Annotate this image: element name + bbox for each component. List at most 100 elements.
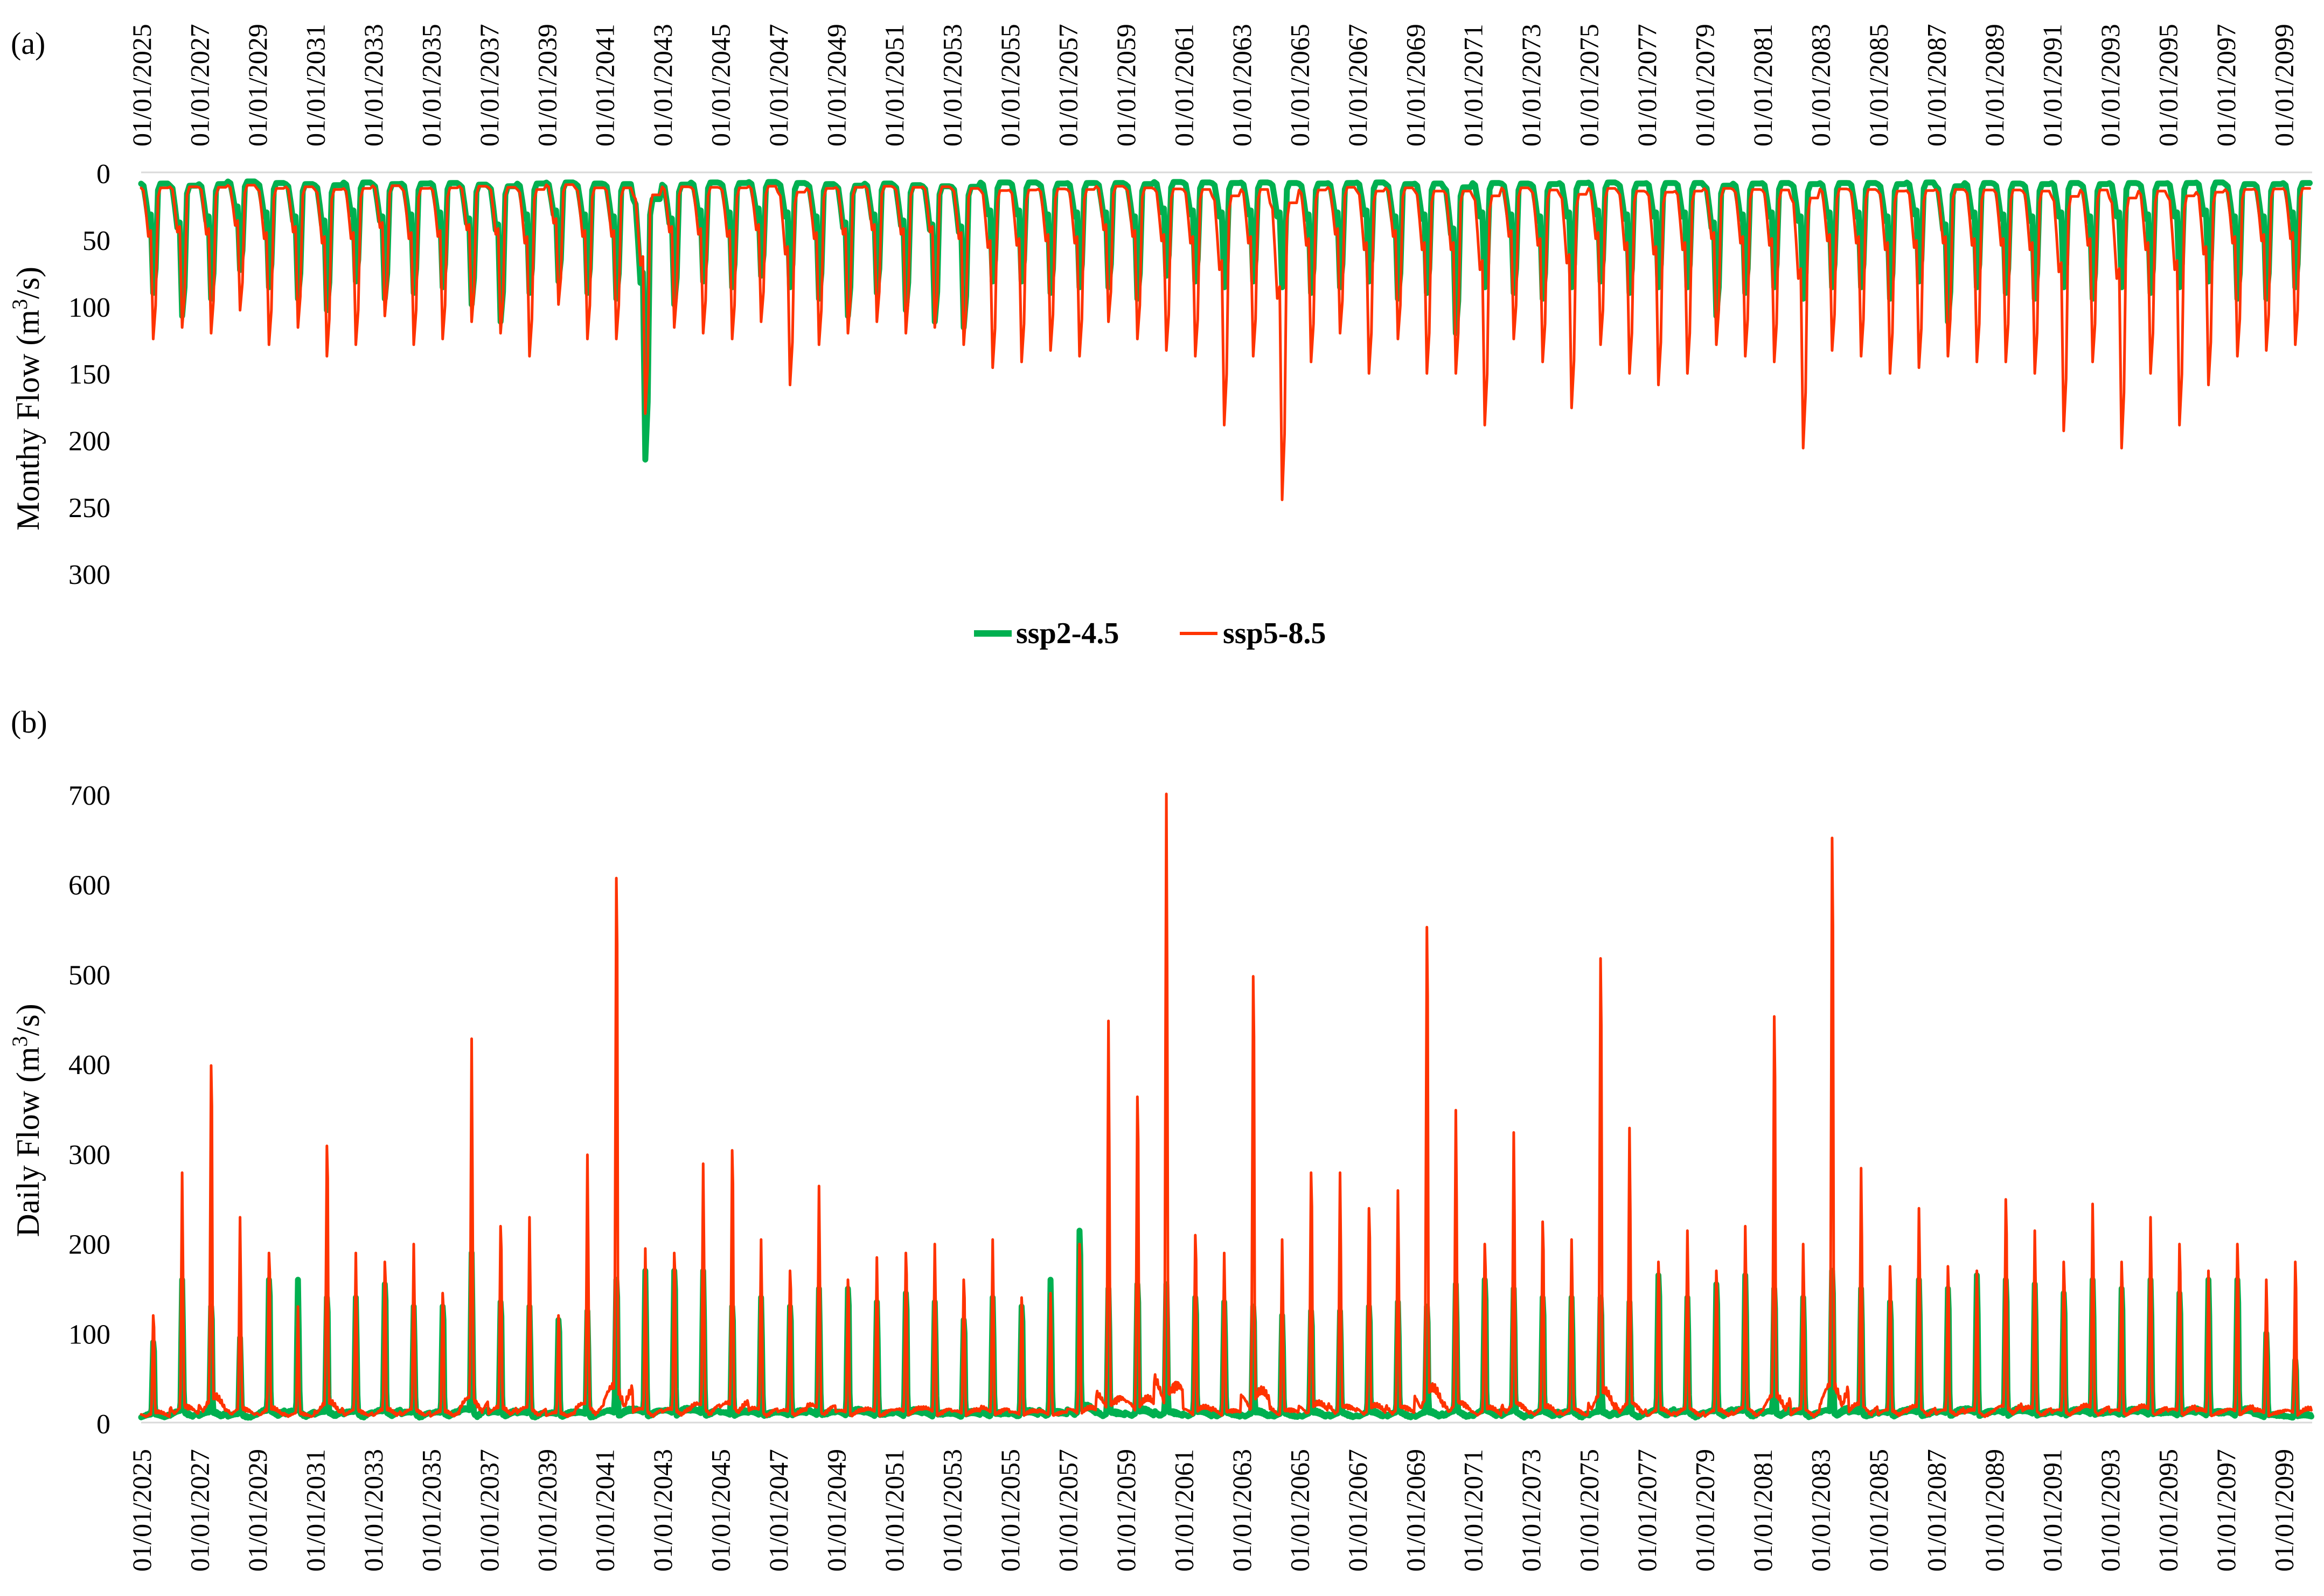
a-x-tick-label: 01/01/2063 — [1227, 24, 1257, 147]
a-x-tick-label: 01/01/2091 — [2037, 24, 2067, 147]
b-x-tick-label: 01/01/2057 — [1053, 1449, 1083, 1572]
b-x-tick-label: 01/01/2093 — [2095, 1449, 2125, 1572]
a-y-tick-label: 200 — [68, 426, 110, 457]
panel-b-label: (b) — [11, 705, 47, 740]
panel-a-x-tick-labels: 01/01/2025 01/01/2027 01/01/2029 01/01/2031… — [127, 24, 2299, 147]
b-y-tick-label: 200 — [68, 1230, 110, 1260]
a-x-tick-label: 01/01/2089 — [1979, 24, 2009, 147]
b-y-tick-label: 300 — [68, 1140, 110, 1170]
a-y-tick-label: 100 — [68, 292, 110, 323]
b-y-tick-label: 600 — [68, 870, 110, 901]
b-y-tick-label: 0 — [96, 1409, 110, 1440]
a-x-tick-label: 01/01/2041 — [590, 24, 620, 147]
b-x-tick-label: 01/01/2049 — [822, 1449, 852, 1572]
panel-b-y-axis-title: Daily Flow (m3/s) — [8, 1003, 46, 1237]
a-x-tick-label: 01/01/2087 — [1921, 24, 1951, 147]
legend-label-ssp585: ssp5-8.5 — [1223, 617, 1326, 650]
b-x-tick-label: 01/01/2073 — [1516, 1449, 1546, 1572]
a-x-tick-label: 01/01/2051 — [879, 24, 909, 147]
a-x-tick-label: 01/01/2035 — [416, 24, 446, 147]
panel-b-series — [138, 792, 2314, 1421]
panel-a-monthly-flow-chart: (a) Monthy Flow (m3/s) 0 50 100 150 200 250 30… — [8, 24, 2313, 590]
b-x-tick-label: 01/01/2075 — [1574, 1449, 1604, 1572]
b-x-tick-label: 01/01/2097 — [2211, 1449, 2241, 1572]
b-x-tick-label: 01/01/2089 — [1979, 1449, 2009, 1572]
b-y-tick-label: 500 — [68, 960, 110, 991]
panel-b-y-tick-labels: 0 100 200 300 400 500 600 700 — [68, 780, 110, 1440]
b-x-tick-label: 01/01/2051 — [879, 1449, 909, 1572]
a-x-tick-label: 01/01/2085 — [1863, 24, 1894, 147]
a-x-tick-label: 01/01/2047 — [763, 24, 794, 147]
a-x-tick-label: 01/01/2037 — [474, 24, 504, 147]
a-x-tick-label: 01/01/2061 — [1168, 24, 1199, 147]
b-x-tick-label: 01/01/2041 — [590, 1449, 620, 1572]
b-x-tick-label: 01/01/2061 — [1168, 1449, 1199, 1572]
b-x-tick-label: 01/01/2045 — [706, 1449, 736, 1572]
panel-b-x-tick-labels: 01/01/2025 01/01/2027 01/01/2029 01/01/2031… — [127, 1449, 2299, 1572]
a-y-tick-label: 50 — [82, 226, 110, 256]
b-x-tick-label: 01/01/2077 — [1632, 1449, 1662, 1572]
legend: ssp2-4.5 ssp5-8.5 — [974, 617, 1326, 650]
a-x-tick-label: 01/01/2071 — [1458, 24, 1488, 147]
b-x-tick-label: 01/01/2099 — [2269, 1449, 2299, 1572]
b-x-tick-label: 01/01/2027 — [184, 1449, 214, 1572]
b-x-tick-label: 01/01/2053 — [937, 1449, 968, 1572]
a-x-tick-label: 01/01/2099 — [2269, 24, 2299, 147]
a-x-tick-label: 01/01/2083 — [1806, 24, 1836, 147]
b-x-tick-label: 01/01/2033 — [358, 1449, 388, 1572]
b-x-tick-label: 01/01/2081 — [1748, 1449, 1778, 1572]
b-x-tick-label: 01/01/2071 — [1458, 1449, 1488, 1572]
b-x-tick-label: 01/01/2035 — [416, 1449, 446, 1572]
b-x-tick-label: 01/01/2087 — [1921, 1449, 1951, 1572]
b-y-tick-label: 400 — [68, 1050, 110, 1081]
a-x-tick-label: 01/01/2093 — [2095, 24, 2125, 147]
b-x-tick-label: 01/01/2091 — [2037, 1449, 2067, 1572]
b-x-tick-label: 01/01/2029 — [242, 1449, 273, 1572]
b-x-tick-label: 01/01/2065 — [1284, 1449, 1314, 1572]
a-x-tick-label: 01/01/2031 — [300, 24, 330, 147]
b-x-tick-label: 01/01/2063 — [1227, 1449, 1257, 1572]
a-x-tick-label: 01/01/2027 — [184, 24, 214, 147]
a-x-tick-label: 01/01/2025 — [127, 24, 157, 147]
a-x-tick-label: 01/01/2033 — [358, 24, 388, 147]
b-x-tick-label: 01/01/2025 — [127, 1449, 157, 1572]
b-x-tick-label: 01/01/2055 — [995, 1449, 1025, 1572]
a-y-tick-label: 0 — [96, 159, 110, 190]
a-x-tick-label: 01/01/2075 — [1574, 24, 1604, 147]
a-x-tick-label: 01/01/2067 — [1342, 24, 1373, 147]
b-x-tick-label: 01/01/2043 — [648, 1449, 678, 1572]
b-y-tick-label: 700 — [68, 780, 110, 811]
b-x-tick-label: 01/01/2079 — [1690, 1449, 1720, 1572]
a-y-tick-label: 300 — [68, 560, 110, 590]
a-x-tick-label: 01/01/2045 — [706, 24, 736, 147]
a-x-tick-label: 01/01/2029 — [242, 24, 273, 147]
a-x-tick-label: 01/01/2079 — [1690, 24, 1720, 147]
panel-a-series — [138, 178, 2313, 501]
a-x-tick-label: 01/01/2049 — [822, 24, 852, 147]
a-series-line-ssp5-8.5 — [140, 183, 2311, 501]
b-x-tick-label: 01/01/2067 — [1342, 1449, 1373, 1572]
a-x-tick-label: 01/01/2043 — [648, 24, 678, 147]
panel-a-y-tick-labels: 0 50 100 150 200 250 300 — [68, 159, 110, 590]
a-x-tick-label: 01/01/2095 — [2153, 24, 2183, 147]
a-x-tick-label: 01/01/2039 — [532, 24, 562, 147]
a-y-tick-label: 150 — [68, 359, 110, 390]
a-x-tick-label: 01/01/2097 — [2211, 24, 2241, 147]
b-x-tick-label: 01/01/2031 — [300, 1449, 330, 1572]
b-x-tick-label: 01/01/2085 — [1863, 1449, 1894, 1572]
a-x-tick-label: 01/01/2059 — [1111, 24, 1141, 147]
legend-label-ssp245: ssp2-4.5 — [1016, 617, 1119, 650]
b-y-tick-label: 100 — [68, 1319, 110, 1350]
a-x-tick-label: 01/01/2053 — [937, 24, 968, 147]
panel-b-daily-flow-chart: (b) Daily Flow (m3/s) 0 100 200 300 400 500 60… — [8, 705, 2314, 1572]
a-x-tick-label: 01/01/2069 — [1400, 24, 1430, 147]
a-x-tick-label: 01/01/2077 — [1632, 24, 1662, 147]
panel-a-label: (a) — [11, 26, 45, 61]
a-x-tick-label: 01/01/2065 — [1284, 24, 1314, 147]
panel-a-y-axis-title: Monthy Flow (m3/s) — [8, 267, 46, 531]
b-series-line-ssp5-8.5 — [140, 792, 2313, 1419]
b-x-tick-label: 01/01/2039 — [532, 1449, 562, 1572]
b-x-tick-label: 01/01/2069 — [1400, 1449, 1430, 1572]
a-y-tick-label: 250 — [68, 493, 110, 524]
